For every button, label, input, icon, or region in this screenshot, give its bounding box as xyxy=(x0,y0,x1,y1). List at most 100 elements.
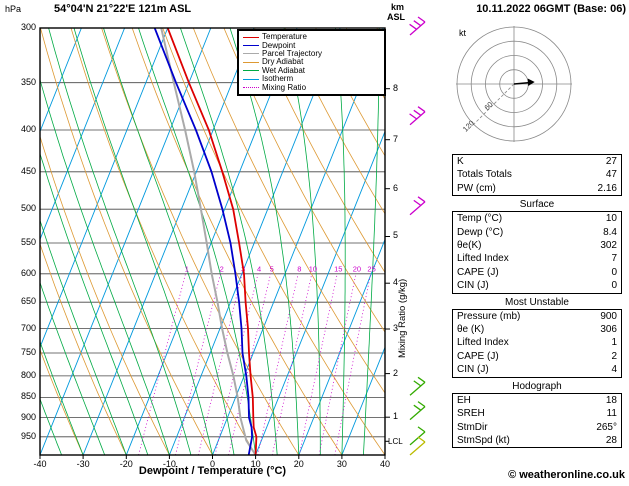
pressure-tick-label: 850 xyxy=(20,391,36,402)
temperature-axis-label: Dewpoint / Temperature (°C) xyxy=(138,465,287,477)
table-row-value: 265° xyxy=(596,421,617,433)
table-row-value: 28 xyxy=(605,434,617,446)
mixing-ratio-axis-label: Mixing Ratio (g/kg) xyxy=(397,278,408,358)
legend-swatch xyxy=(243,70,259,72)
legend-item: Mixing Ratio xyxy=(242,83,382,91)
temp-tick-label: 20 xyxy=(293,459,304,469)
legend-label: Parcel Trajectory xyxy=(262,48,323,58)
pressure-axis-unit: hPa xyxy=(5,4,22,14)
legend-item: Isotherm xyxy=(242,75,382,83)
legend-swatch xyxy=(243,61,259,63)
table-row-value: 8.4 xyxy=(603,226,617,238)
legend-swatch xyxy=(243,53,259,55)
temp-tick-label: -20 xyxy=(119,459,133,469)
table-row-value: 27 xyxy=(605,156,617,167)
table-row-label: K xyxy=(457,156,464,167)
table-row-label: θe (K) xyxy=(457,324,485,336)
table-row-label: SREH xyxy=(457,408,485,420)
km-tick-label: 1 xyxy=(393,411,399,422)
table-row-value: 10 xyxy=(605,213,617,225)
table-row-label: Dewp (°C) xyxy=(457,226,504,238)
table-row-value: 4 xyxy=(611,364,617,376)
table-row-label: StmDir xyxy=(457,421,488,433)
table-row-value: 2.16 xyxy=(597,182,617,194)
mixing-ratio-value-label: 10 xyxy=(309,265,317,274)
table-row: StmSpd (kt) 28 xyxy=(457,434,617,447)
table-row-value: 302 xyxy=(600,240,617,252)
legend-label: Mixing Ratio xyxy=(262,82,307,92)
km-tick-label: 2 xyxy=(393,367,399,378)
mixing-ratio-value-label: 4 xyxy=(257,265,261,274)
pressure-tick-label: 950 xyxy=(20,430,36,441)
pressure-tick-label: 600 xyxy=(20,267,36,278)
pressure-tick-label: 500 xyxy=(20,203,36,214)
table-section: EH 18 SREH 11 StmDir 265° StmSpd (kt) 28 xyxy=(452,392,622,449)
table-row-label: θe(K) xyxy=(457,240,482,252)
km-tick-label: 8 xyxy=(393,82,399,93)
table-section-header: Surface xyxy=(519,199,555,211)
table-row-label: Lifted Index xyxy=(457,253,509,265)
legend-item: Temperature xyxy=(242,33,382,41)
km-tick-label: 4 xyxy=(393,277,399,288)
table-section: Pressure (mb) 900 θe (K) 306 Lifted Index 1 CA… xyxy=(452,308,622,378)
table-row: SREH 11 xyxy=(457,407,617,420)
pressure-tick-label: 550 xyxy=(20,236,36,247)
altitude-axis-unit-km: km xyxy=(391,2,405,12)
mixing-ratio-value-label: 15 xyxy=(334,265,342,274)
pressure-tick-label: 300 xyxy=(20,22,36,32)
table-row: Totals Totals 47 xyxy=(457,168,617,181)
mixing-ratio-value-label: 5 xyxy=(270,265,274,274)
hodograph-unit-label: kt xyxy=(459,28,467,38)
table-row-label: Temp (°C) xyxy=(457,213,503,225)
pressure-tick-label: 900 xyxy=(20,411,36,422)
table-row-value: 900 xyxy=(600,310,617,322)
indices-table: K 27 Totals Totals 47 PW (cm) 2.16 Surface Temp… xyxy=(452,154,622,450)
km-tick-label: 6 xyxy=(393,182,399,193)
legend-swatch xyxy=(243,45,259,47)
pressure-tick-label: 750 xyxy=(20,346,36,357)
table-row-label: Pressure (mb) xyxy=(457,310,521,322)
km-tick-label: 3 xyxy=(393,323,399,333)
table-row-label: CAPE (J) xyxy=(457,266,499,278)
run-datetime: 10.11.2022 06GMT (Base: 06) xyxy=(476,3,626,15)
table-row-label: CIN (J) xyxy=(457,364,489,376)
table-row: θe (K) 306 xyxy=(457,323,617,336)
km-tick-label: 5 xyxy=(393,230,399,241)
table-row: Temp (°C) 10 xyxy=(457,212,617,225)
hodograph-ring-label: 60 xyxy=(482,100,494,112)
table-row: CAPE (J) 0 xyxy=(457,266,617,279)
table-section-header: Most Unstable xyxy=(505,296,569,308)
station-title: 54°04'N 21°22'E 121m ASL xyxy=(54,3,192,15)
legend-item: Wet Adiabat xyxy=(242,65,382,75)
table-section: Temp (°C) 10 Dewp (°C) 8.4 θe(K) 302 Lifted In… xyxy=(452,211,622,294)
km-tick-label: 7 xyxy=(393,133,399,144)
table-row: EH 18 xyxy=(457,394,617,407)
table-row-value: 7 xyxy=(611,253,617,265)
temp-tick-label: 30 xyxy=(336,459,347,469)
mixing-ratio-value-label: 1 xyxy=(185,265,189,274)
legend-label: Wet Adiabat xyxy=(262,65,305,75)
table-row-label: CIN (J) xyxy=(457,280,489,292)
temp-tick-label: -40 xyxy=(33,459,47,469)
temp-tick-label: -30 xyxy=(76,459,90,469)
table-row-label: CAPE (J) xyxy=(457,350,499,362)
mixing-ratio-value-label: 2 xyxy=(220,265,224,274)
table-row-label: StmSpd (kt) xyxy=(457,434,510,446)
table-row-value: 0 xyxy=(611,266,617,278)
pressure-tick-label: 650 xyxy=(20,296,36,307)
altitude-axis-unit-asl: ASL xyxy=(387,12,405,22)
storm-motion-arrow xyxy=(527,78,535,86)
table-row-value: 306 xyxy=(600,324,617,336)
table-row-value: 18 xyxy=(605,394,617,406)
chart-legend: Temperature Dewpoint Parcel Trajectory Dry … xyxy=(237,29,386,96)
table-section-header: Hodograph xyxy=(512,380,562,392)
pressure-tick-label: 400 xyxy=(20,124,36,135)
temp-tick-label: 0 xyxy=(209,459,215,469)
table-row-value: 47 xyxy=(605,169,617,181)
temp-tick-label: 10 xyxy=(250,459,261,469)
legend-label: Dewpoint xyxy=(262,40,296,50)
table-row: CIN (J) 0 xyxy=(457,279,617,292)
table-row: Lifted Index 7 xyxy=(457,252,617,265)
